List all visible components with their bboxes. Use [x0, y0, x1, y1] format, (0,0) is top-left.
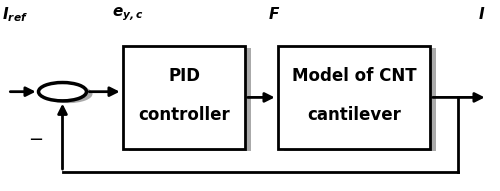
- Text: $\bfit{e}_{y,c}$: $\bfit{e}_{y,c}$: [112, 6, 144, 23]
- Bar: [284, 48, 436, 151]
- Text: $\bfit{I}_{ref}$: $\bfit{I}_{ref}$: [2, 6, 29, 24]
- Text: cantilever: cantilever: [307, 106, 401, 124]
- Text: $\bfit{F}$: $\bfit{F}$: [268, 6, 280, 22]
- Bar: [278, 46, 430, 149]
- Text: controller: controller: [138, 106, 230, 124]
- Text: $\bfit{I}$: $\bfit{I}$: [478, 6, 485, 22]
- Circle shape: [44, 85, 92, 103]
- Bar: [122, 46, 245, 149]
- Text: Model of CNT: Model of CNT: [292, 67, 416, 85]
- Circle shape: [38, 83, 86, 101]
- Bar: [128, 48, 251, 151]
- Text: $-$: $-$: [28, 129, 42, 146]
- Text: PID: PID: [168, 67, 200, 85]
